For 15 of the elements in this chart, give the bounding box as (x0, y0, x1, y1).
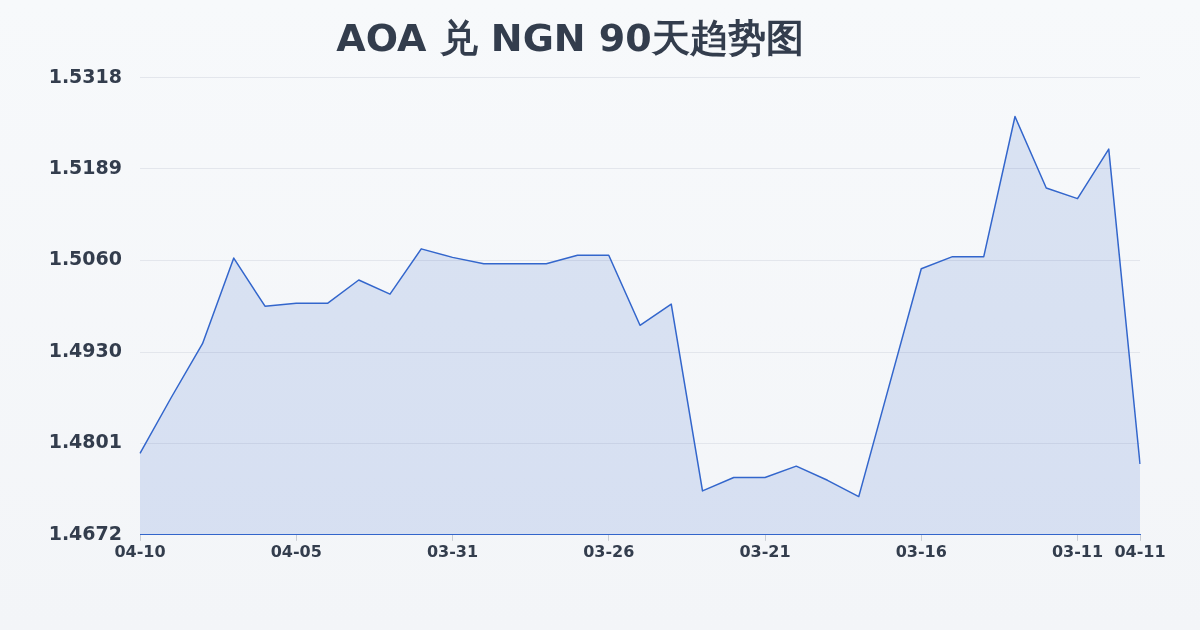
y-tick-label: 1.5318 (48, 64, 122, 87)
chart-title: AOA 兑 NGN 90天趋势图 (336, 15, 804, 60)
x-tick-label: 03-16 (895, 541, 947, 561)
y-tick-label: 1.4672 (48, 521, 122, 544)
y-tick-label: 1.5189 (48, 155, 122, 178)
y-tick-label: 1.4801 (48, 430, 122, 453)
x-tick-label: 04-11 (1114, 541, 1166, 561)
x-tick-label: 03-11 (1051, 541, 1104, 561)
x-tick-label: 03-26 (583, 541, 635, 561)
x-tick-label: 04-05 (270, 541, 322, 561)
y-tick-label: 1.4930 (48, 339, 122, 362)
x-tick-label: 03-21 (739, 541, 791, 561)
x-tick-label: 03-31 (426, 541, 479, 561)
y-tick-label: 1.5060 (48, 247, 122, 270)
x-tick-label: 04-10 (114, 541, 166, 561)
